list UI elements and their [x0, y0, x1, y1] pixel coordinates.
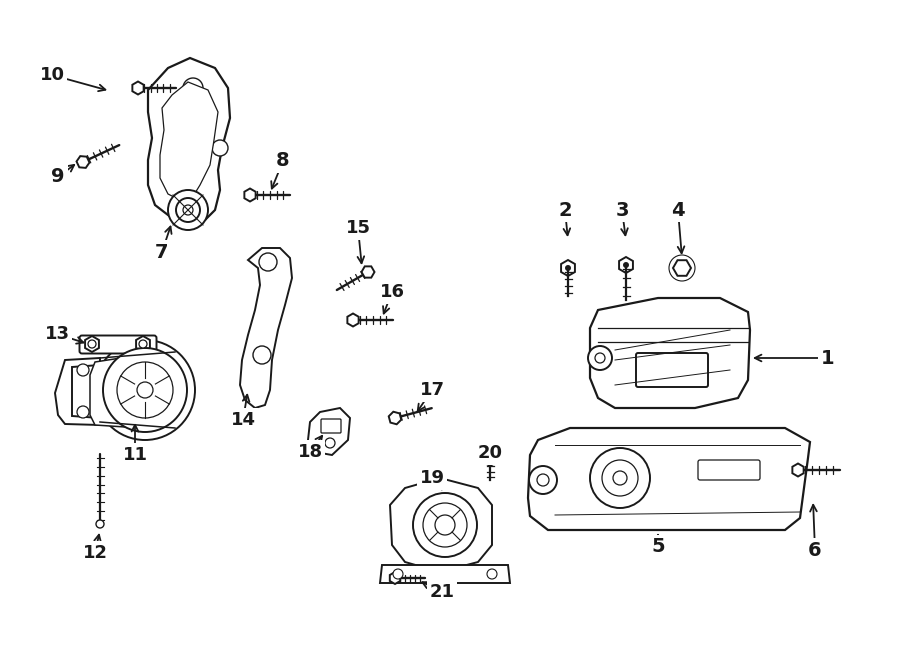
- Text: 19: 19: [419, 469, 445, 487]
- Polygon shape: [561, 260, 575, 276]
- Polygon shape: [160, 82, 218, 200]
- Circle shape: [137, 382, 153, 398]
- FancyBboxPatch shape: [698, 460, 760, 480]
- Polygon shape: [590, 298, 750, 408]
- Circle shape: [117, 362, 173, 418]
- Polygon shape: [136, 336, 150, 352]
- Text: 6: 6: [808, 541, 822, 559]
- Circle shape: [613, 471, 627, 485]
- Polygon shape: [240, 248, 292, 408]
- Circle shape: [183, 78, 203, 98]
- Polygon shape: [245, 188, 256, 202]
- Text: 2: 2: [558, 200, 572, 219]
- Polygon shape: [792, 463, 804, 477]
- Polygon shape: [390, 572, 400, 584]
- Text: 20: 20: [478, 444, 502, 462]
- Text: 1: 1: [821, 348, 835, 368]
- Circle shape: [325, 438, 335, 448]
- Circle shape: [423, 503, 467, 547]
- Circle shape: [103, 348, 187, 432]
- Circle shape: [487, 569, 497, 579]
- Polygon shape: [390, 478, 492, 572]
- Polygon shape: [148, 58, 230, 224]
- Polygon shape: [347, 313, 358, 327]
- Polygon shape: [380, 565, 510, 583]
- Text: 9: 9: [51, 167, 65, 186]
- Text: 15: 15: [346, 219, 371, 237]
- Circle shape: [529, 466, 557, 494]
- Polygon shape: [308, 408, 350, 455]
- Circle shape: [488, 456, 492, 460]
- Text: 17: 17: [419, 381, 445, 399]
- Text: 7: 7: [155, 243, 169, 262]
- Circle shape: [624, 263, 628, 267]
- Text: 8: 8: [276, 151, 290, 171]
- Polygon shape: [132, 81, 144, 95]
- Polygon shape: [76, 156, 89, 168]
- Polygon shape: [483, 450, 497, 466]
- Polygon shape: [86, 336, 99, 352]
- Text: 12: 12: [83, 544, 107, 562]
- Text: 4: 4: [671, 200, 685, 219]
- Text: 10: 10: [40, 66, 65, 84]
- FancyBboxPatch shape: [79, 336, 157, 354]
- Text: 14: 14: [230, 411, 256, 429]
- Circle shape: [413, 493, 477, 557]
- Polygon shape: [673, 260, 691, 276]
- Circle shape: [259, 253, 277, 271]
- Polygon shape: [55, 358, 100, 425]
- Polygon shape: [362, 266, 374, 278]
- Circle shape: [77, 364, 89, 376]
- Circle shape: [168, 190, 208, 230]
- Circle shape: [595, 353, 605, 363]
- Text: 16: 16: [380, 283, 404, 301]
- Circle shape: [88, 340, 96, 348]
- FancyBboxPatch shape: [636, 353, 708, 387]
- Text: 18: 18: [297, 443, 322, 461]
- Circle shape: [588, 346, 612, 370]
- Circle shape: [77, 406, 89, 418]
- Circle shape: [566, 266, 570, 270]
- Circle shape: [590, 448, 650, 508]
- Polygon shape: [90, 355, 145, 428]
- Circle shape: [537, 474, 549, 486]
- Polygon shape: [619, 257, 633, 273]
- Circle shape: [253, 346, 271, 364]
- Text: 5: 5: [652, 537, 665, 557]
- Circle shape: [602, 460, 638, 496]
- FancyBboxPatch shape: [321, 419, 341, 433]
- Circle shape: [176, 198, 200, 222]
- Circle shape: [393, 569, 403, 579]
- Circle shape: [95, 340, 195, 440]
- Text: 3: 3: [616, 200, 629, 219]
- Polygon shape: [528, 428, 810, 530]
- Circle shape: [139, 340, 147, 348]
- Text: 13: 13: [44, 325, 69, 343]
- Circle shape: [183, 205, 193, 215]
- Circle shape: [435, 515, 455, 535]
- Text: 21: 21: [429, 583, 454, 601]
- Circle shape: [212, 140, 228, 156]
- Circle shape: [96, 520, 104, 528]
- Polygon shape: [389, 412, 401, 424]
- Text: 11: 11: [122, 446, 148, 464]
